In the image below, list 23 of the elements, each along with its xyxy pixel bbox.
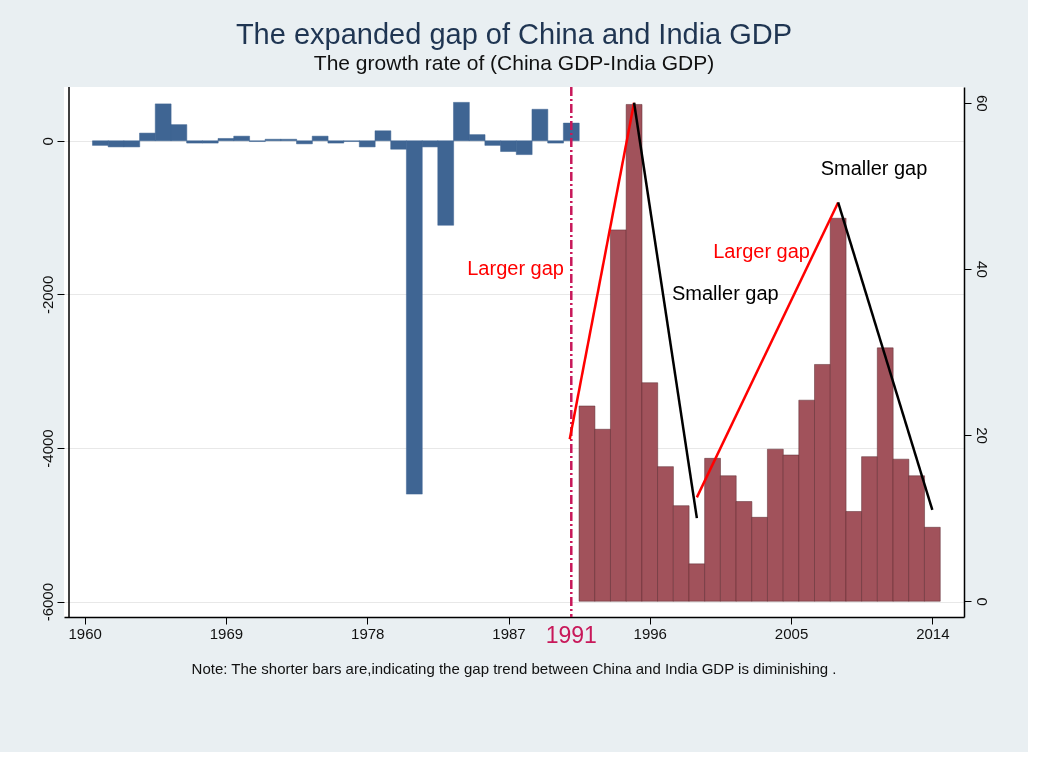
x-tick-label: 1996 bbox=[633, 624, 667, 642]
y2-tick-label: 40 bbox=[973, 261, 991, 278]
y-tick-label: 0 bbox=[38, 137, 56, 146]
x-tick-label: 1969 bbox=[209, 624, 244, 642]
chart-title: The expanded gap of China and India GDP bbox=[235, 17, 793, 50]
chart-subtitle: The growth rate of (China GDP-India GDP) bbox=[313, 50, 715, 74]
ref-line-label: 1991 bbox=[545, 622, 597, 648]
x-tick-label: 1978 bbox=[351, 624, 385, 642]
annotation: Larger gap bbox=[467, 257, 564, 279]
y2-tick-label: 0 bbox=[973, 597, 991, 606]
x-tick-label: 1960 bbox=[68, 624, 102, 642]
annotation: Smaller gap bbox=[820, 157, 928, 179]
x-tick-label: 1987 bbox=[492, 624, 526, 642]
x-tick-label: 2014 bbox=[916, 624, 950, 642]
y-tick-label: -6000 bbox=[38, 582, 56, 622]
text: Note: The shorter bars are,indicating the gap trend between China and India GDP is diminishing . bbox=[191, 660, 837, 677]
y2-tick-label: 60 bbox=[973, 94, 991, 112]
y-tick-label: -2000 bbox=[38, 275, 56, 315]
annotation: Smaller gap bbox=[672, 282, 779, 304]
y2-tick-label: 20 bbox=[973, 427, 991, 444]
annotation: Larger gap bbox=[713, 240, 810, 262]
y-tick-label: -4000 bbox=[38, 429, 56, 468]
x-tick-label: 2005 bbox=[774, 624, 809, 642]
